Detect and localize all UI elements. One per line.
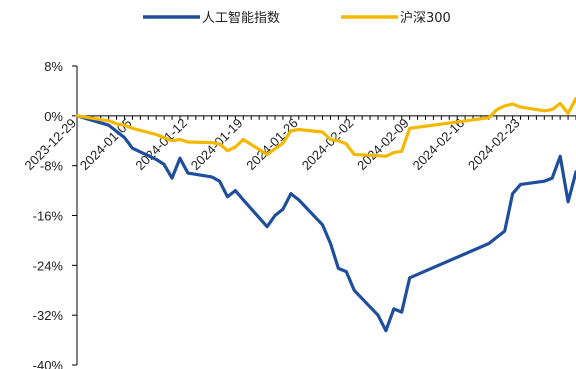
y-tick-label: -16% <box>33 209 64 224</box>
series-line-2 <box>75 96 576 158</box>
y-tick-label: -32% <box>33 308 64 323</box>
y-tick-label: -40% <box>33 358 64 369</box>
y-tick-label: -24% <box>33 258 64 273</box>
legend: 人工智能指数 沪深300 <box>143 10 451 26</box>
legend-label-1: 人工智能指数 <box>202 11 280 26</box>
series-line-1 <box>75 114 576 333</box>
x-tick-label: 2024-02-23 <box>465 115 523 173</box>
y-tick-label: -8% <box>40 159 64 174</box>
y-tick-label: 8% <box>44 59 63 74</box>
legend-label-2: 沪深300 <box>400 10 451 26</box>
plot-area: 8%0%-8%-16%-24%-32%-40%2023-12-292024-01… <box>21 59 576 369</box>
y-tick-label: 0% <box>44 109 63 124</box>
